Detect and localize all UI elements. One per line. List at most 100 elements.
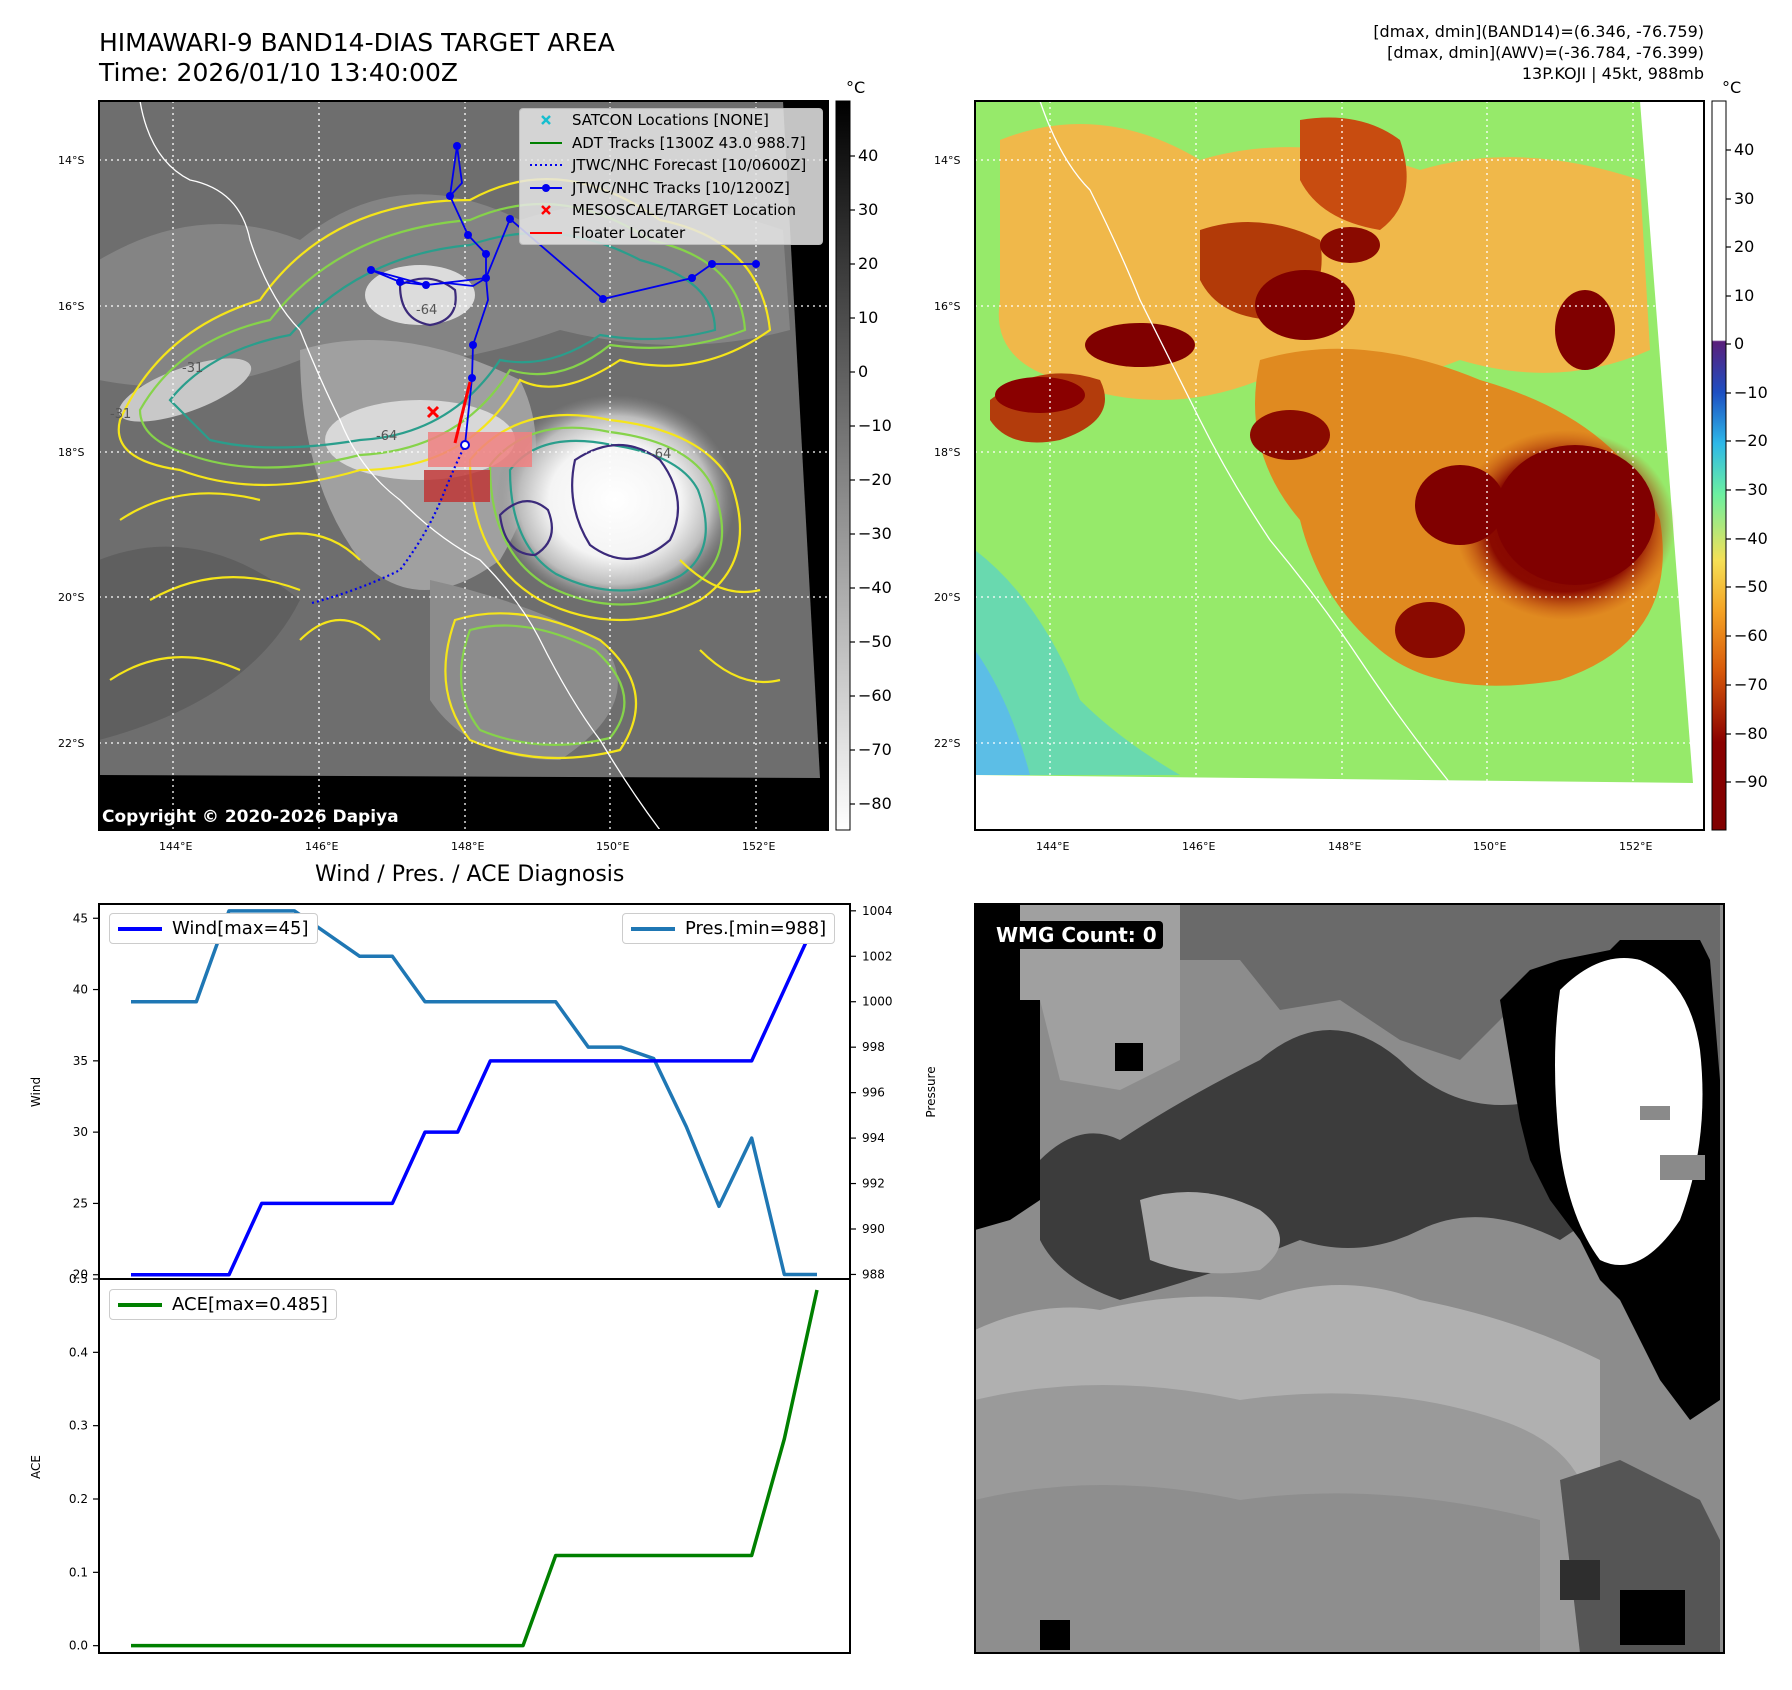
ace-tick-label: 0.2	[69, 1492, 88, 1506]
colorbar-tick: −20	[858, 470, 892, 489]
x-marker-red-icon	[528, 201, 564, 219]
legend-item-target: MESOSCALE/TARGET Location	[520, 199, 822, 222]
wmg-panel	[975, 904, 1724, 1653]
lat-label: 22°S	[58, 737, 84, 750]
colorbar-tick: −10	[1734, 383, 1768, 402]
ace-tick-label: 0.0	[69, 1639, 88, 1653]
band14-stats: [dmax, dmin](BAND14)=(6.346, -76.759)	[1373, 22, 1704, 41]
colorbar-tick: −40	[858, 578, 892, 597]
colorbar-tick: 10	[1734, 286, 1754, 305]
pressure-tick-label: 988	[862, 1267, 885, 1281]
contour-label: -64	[416, 303, 437, 318]
colorbar-tick: 20	[858, 254, 878, 273]
colorbar-tick: −30	[858, 524, 892, 543]
colorbar-tick: 0	[1734, 334, 1744, 353]
colorbar-tick: −60	[858, 686, 892, 705]
lat-label: 22°S	[934, 737, 960, 750]
lat-label: 14°S	[934, 154, 960, 167]
wind-tick-label: 45	[73, 911, 88, 925]
awv-colorbar-unit: °C	[1722, 78, 1742, 97]
lat-label: 16°S	[58, 300, 84, 313]
pressure-tick-label: 996	[862, 1086, 885, 1100]
ace-line-icon	[118, 1302, 162, 1307]
figure-title: HIMAWARI-9 BAND14-DIAS TARGET AREA	[99, 28, 615, 57]
lon-label: 144°E	[159, 840, 192, 853]
legend-label: JTWC/NHC Forecast [10/0600Z]	[572, 156, 807, 175]
legend-item-adt: ADT Tracks [1300Z 43.0 988.7]	[520, 132, 822, 155]
ir-colorbar-unit: °C	[846, 78, 866, 97]
ace-tick-label: 0.1	[69, 1565, 88, 1579]
lon-label: 148°E	[451, 840, 484, 853]
awv-colorbar-ticks: 40 30 20 10 0 −10 −20 −30 −40 −50 −60 −7…	[1734, 140, 1768, 791]
figure-time: Time: 2026/01/10 13:40:00Z	[99, 58, 458, 87]
map-legend: SATCON Locations [NONE] ADT Tracks [1300…	[519, 108, 823, 245]
colorbar-tick: −30	[1734, 480, 1768, 499]
pressure-tick-label: 994	[862, 1131, 885, 1145]
lon-label: 152°E	[742, 840, 775, 853]
legend-label: Wind[max=45]	[172, 918, 309, 939]
pressure-axis-label: Pressure	[924, 1066, 938, 1118]
colorbar-tick: 40	[858, 146, 878, 165]
ace-tick-label: 0.4	[69, 1345, 88, 1359]
contour-label: -31	[182, 361, 203, 376]
wind-legend: Wind[max=45]	[109, 913, 318, 944]
contour-label: -64	[376, 429, 397, 444]
storm-info: 13P.KOJI | 45kt, 988mb	[1521, 64, 1704, 83]
contour-label: -31	[110, 407, 131, 422]
wmg-count-label: WMG Count: 0	[990, 921, 1163, 949]
colorbar-tick: 0	[858, 362, 868, 381]
pressure-legend: Pres.[min=988]	[622, 913, 836, 944]
lat-label: 20°S	[934, 591, 960, 604]
lon-label: 150°E	[1473, 840, 1506, 853]
ace-legend: ACE[max=0.485]	[109, 1289, 337, 1320]
colorbar-tick: −10	[858, 416, 892, 435]
awv-colorbar	[1711, 100, 1727, 831]
legend-label: JTWC/NHC Tracks [10/1200Z]	[572, 178, 790, 197]
awv-map-gridlines	[975, 101, 1704, 830]
colorbar-tick: −50	[858, 632, 892, 651]
colorbar-tick: −70	[858, 740, 892, 759]
legend-label: ADT Tracks [1300Z 43.0 988.7]	[572, 133, 806, 152]
legend-label: Floater Locater	[572, 223, 686, 242]
pressure-tick-label: 1002	[862, 949, 893, 963]
pressure-tick-label: 998	[862, 1040, 885, 1054]
wind-tick-label: 35	[73, 1054, 88, 1068]
floater-box	[428, 432, 532, 467]
ir-colorbar	[835, 100, 851, 831]
legend-label: SATCON Locations [NONE]	[572, 111, 769, 130]
pressure-tick-label: 990	[862, 1222, 885, 1236]
colorbar-tick: −90	[1734, 772, 1768, 791]
legend-label: MESOSCALE/TARGET Location	[572, 201, 797, 220]
wind-tick-label: 25	[73, 1196, 88, 1210]
lon-label: 146°E	[305, 840, 338, 853]
lon-label: 150°E	[596, 840, 629, 853]
awv-stats: [dmax, dmin](AWV)=(-36.784, -76.399)	[1387, 43, 1704, 62]
colorbar-tick: 20	[1734, 237, 1754, 256]
ace-axis-label: ACE	[29, 1455, 43, 1479]
legend-item-forecast: JTWC/NHC Forecast [10/0600Z]	[520, 154, 822, 177]
red-line-icon	[528, 224, 564, 242]
track-marker-icon	[528, 179, 564, 197]
dotted-line-icon	[528, 156, 564, 174]
colorbar-tick: −80	[858, 794, 892, 813]
wind-tick-label: 30	[73, 1125, 88, 1139]
legend-item-floater: Floater Locater	[520, 222, 822, 245]
ace-chart	[98, 1278, 851, 1654]
colorbar-tick: 10	[858, 308, 878, 327]
colorbar-tick: 30	[858, 200, 878, 219]
colorbar-tick: −60	[1734, 626, 1768, 645]
lat-label: 16°S	[934, 300, 960, 313]
lat-label: 18°S	[934, 446, 960, 459]
wind-tick-label: 20	[73, 1268, 88, 1282]
ace-series-line	[131, 1289, 819, 1648]
colorbar-tick: −40	[1734, 529, 1768, 548]
wind-series-line	[131, 917, 819, 1277]
colorbar-tick: 30	[1734, 189, 1754, 208]
lon-label: 148°E	[1328, 840, 1361, 853]
lon-label: 146°E	[1182, 840, 1215, 853]
x-marker-cyan-icon	[528, 111, 564, 129]
legend-item-tracks: JTWC/NHC Tracks [10/1200Z]	[520, 177, 822, 200]
pressure-series-line	[131, 909, 817, 1277]
mesoscale-target-marker	[426, 405, 440, 419]
wind-axis-label: Wind	[29, 1076, 43, 1108]
